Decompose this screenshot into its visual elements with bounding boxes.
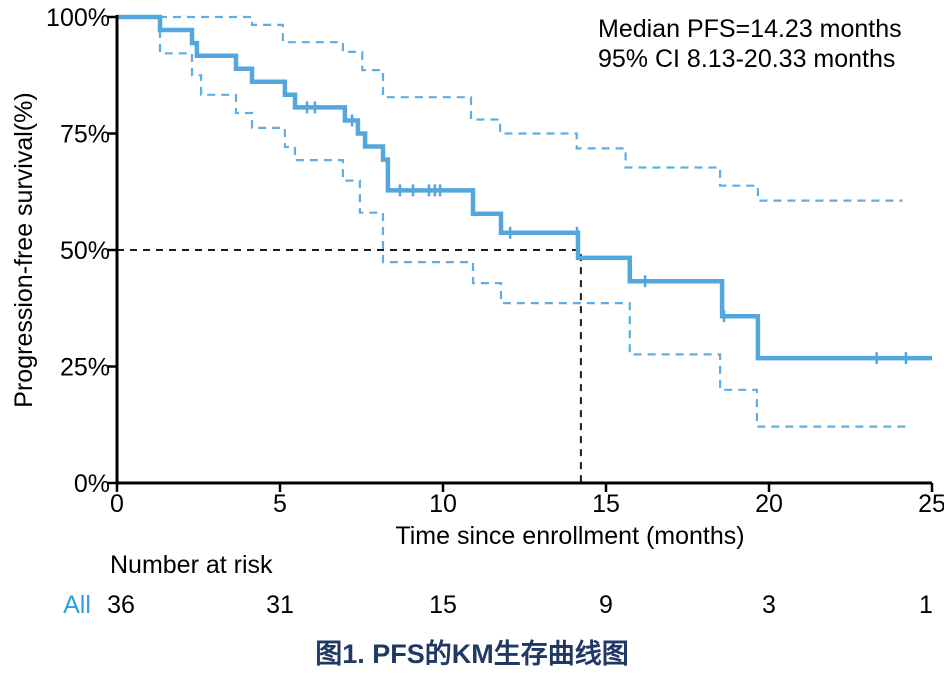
risk-table-values: 36 31 15 9 3 1 [107, 591, 933, 619]
risk-table-header: Number at risk [110, 551, 273, 579]
confidence-interval-curves [117, 15, 906, 428]
axes [108, 15, 934, 492]
x-tick-label: 5 [273, 490, 287, 518]
y-tick-label: 50% [60, 237, 110, 265]
x-tick-label: 25 [918, 490, 944, 518]
median-pfs-annotation: Median PFS=14.23 months [598, 15, 902, 43]
risk-count: 31 [266, 591, 294, 619]
y-axis-title: Progression-free survival(%) [10, 92, 38, 407]
risk-count: 9 [599, 591, 613, 619]
reference-lines [117, 249, 582, 483]
y-tick-label: 75% [60, 121, 110, 149]
x-tick-label: 10 [429, 490, 457, 518]
risk-count: 1 [919, 591, 933, 619]
km-estimate-curve [117, 14, 932, 361]
y-tick-labels: 0% 25% 50% 75% 100% [46, 4, 110, 498]
x-axis-title: Time since enrollment (months) [395, 522, 744, 550]
risk-count: 3 [762, 591, 776, 619]
x-tick-labels: 0 5 10 15 20 25 [110, 490, 944, 518]
x-tick-label: 0 [110, 490, 124, 518]
km-chart: 0%25%50%75%100% 0 5 10 15 20 25 36 31 15 9 3 1 Med… [10, 4, 944, 619]
x-tick-label: 20 [755, 490, 783, 518]
risk-group-label: All [63, 591, 91, 619]
ci-curve [117, 15, 903, 202]
y-tick-label: 100% [46, 4, 110, 32]
x-tick-label: 15 [592, 490, 620, 518]
y-tick-label: 0% [74, 470, 110, 498]
y-tick-label: 25% [60, 354, 110, 382]
ci-curve [117, 15, 906, 428]
risk-count: 36 [107, 591, 135, 619]
ci-annotation: 95% CI 8.13-20.33 months [598, 45, 895, 73]
risk-count: 15 [429, 591, 457, 619]
figure-caption: 图1. PFS的KM生存曲线图 [315, 639, 629, 669]
censor-marks [305, 101, 908, 365]
km-curve [117, 14, 932, 361]
median-reference-line [117, 249, 582, 483]
